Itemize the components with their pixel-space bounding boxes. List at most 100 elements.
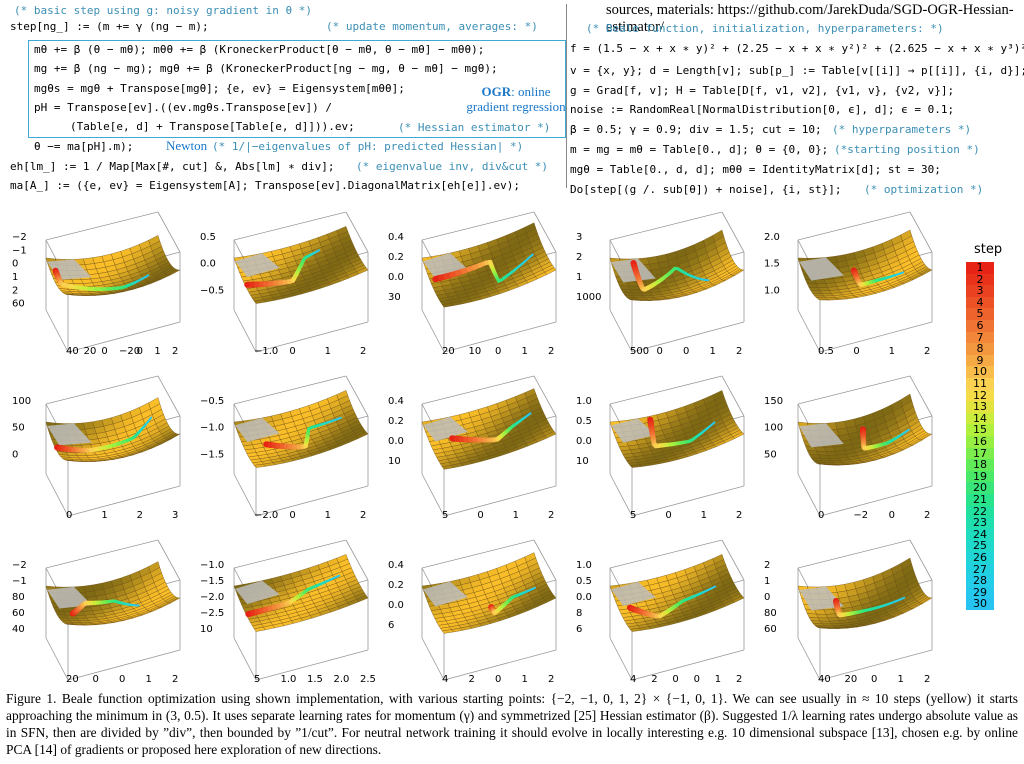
plot-frame <box>443 321 557 353</box>
plot-frame <box>797 375 911 405</box>
axis-tick-label: 0 <box>683 346 689 357</box>
legend-swatch <box>966 273 994 286</box>
path-step <box>531 586 536 590</box>
axis-tick-label: 20 <box>442 346 455 357</box>
code-line-do: Do[step[(g /. sub[θ]) + noise], {i, st}]… <box>570 183 842 196</box>
surface-plot: 3 2 1 1000 500 0 0 1 2 <box>576 211 745 357</box>
plot-frame <box>721 211 745 253</box>
axis-tick-label: 1 <box>715 674 721 685</box>
surface-plot: 0.4 0.2 0.0 6 4 2 0 1 2 <box>388 539 557 685</box>
legend-label: 26 <box>973 551 987 564</box>
legend-swatch <box>966 598 994 611</box>
axis-tick-label: −1 <box>12 245 27 256</box>
axis-tick-label: 100 <box>764 423 783 434</box>
axis-tick-label: 2 <box>548 510 554 521</box>
axis-tick-label: 6 <box>576 624 582 635</box>
axis-tick-label: 5 <box>442 510 448 521</box>
code-line-table: (Table[e, d] + Transpose[Table[e, d]])).… <box>70 120 355 133</box>
axis-tick-label: 1 <box>154 346 160 357</box>
plot-frame <box>909 539 933 581</box>
axis-tick-label: 10 <box>576 456 589 467</box>
legend-label: 16 <box>973 435 987 448</box>
axis-tick-label: 0 <box>672 674 678 685</box>
sources-link[interactable]: sources, materials: https://github.com/J… <box>606 2 1014 35</box>
comment-optimization: (* optimization *) <box>864 183 984 196</box>
surface-plot: 0.4 0.2 0.0 30 20 10 0 1 2 <box>388 211 557 357</box>
legend-label: 2 <box>976 272 984 286</box>
path-step <box>148 416 153 421</box>
legend-swatch <box>966 552 994 564</box>
plot-frame <box>45 375 159 405</box>
axis-tick-label: 2 <box>172 346 178 357</box>
legend-label: 21 <box>973 493 987 506</box>
axis-tick-label: 0.5 <box>818 346 834 357</box>
axis-tick-label: 0 <box>764 592 770 603</box>
plot-frame <box>67 649 181 681</box>
axis-tick-label: 0 <box>477 510 483 521</box>
flat-region <box>47 586 92 609</box>
axis-tick-label: 20 <box>845 674 858 685</box>
axis-tick-label: 1 <box>325 510 331 521</box>
plot-frame <box>609 637 633 681</box>
legend-label: 4 <box>976 295 984 309</box>
axis-tick-label: −1 <box>12 576 27 587</box>
legend-swatch <box>966 412 994 425</box>
legend-swatch <box>966 494 994 506</box>
axis-tick-label: 0.0 <box>576 592 592 603</box>
axis-tick-label: 1 <box>146 674 152 685</box>
axis-tick-label: 1 <box>764 576 770 587</box>
axis-tick-label: 0 <box>694 674 700 685</box>
axis-tick-label: 1 <box>522 346 528 357</box>
plot-frame <box>233 309 257 353</box>
legend-label: 13 <box>973 400 987 414</box>
legend-label: 30 <box>973 597 987 611</box>
axis-tick-label: 1.5 <box>764 259 780 270</box>
plot-frame <box>631 649 745 681</box>
axis-tick-label: 0.5 <box>576 576 592 587</box>
legend-swatch <box>966 517 994 530</box>
axis-tick-label: 0 <box>101 346 107 357</box>
plot-frame <box>45 473 69 517</box>
code-line-mg: mg += β (ng − mg); mgθ += β (KroneckerPr… <box>34 62 498 75</box>
plot-frame <box>797 637 821 681</box>
flat-region <box>235 580 280 605</box>
axis-tick-label: 0.4 <box>388 396 404 407</box>
axis-tick-label: −2 <box>12 232 27 243</box>
axis-tick-label: 0.2 <box>388 252 404 263</box>
axis-tick-label: 1000 <box>576 292 601 303</box>
axis-tick-label: 0 <box>853 346 859 357</box>
axis-tick-label: 2 <box>576 252 582 263</box>
axis-tick-label: 1.0 <box>281 674 297 685</box>
plot-frame <box>255 485 369 517</box>
plot-frame <box>233 211 347 241</box>
axis-tick-label: 0.4 <box>388 232 404 243</box>
axis-tick-label: 0 <box>657 346 663 357</box>
legend-swatch <box>966 459 994 472</box>
legend-label: 8 <box>976 342 984 356</box>
axis-tick-label: −1.0 <box>254 346 278 357</box>
flat-region <box>611 581 656 606</box>
legend-label: 14 <box>973 411 987 425</box>
plot-frame <box>67 321 181 353</box>
legend-swatch <box>966 366 994 379</box>
legend-label: 9 <box>976 353 984 367</box>
plot-frame <box>909 375 933 417</box>
code-line-eh: eh[lm_] := 1 / Map[Max[#, cut] &, Abs[lm… <box>10 160 335 173</box>
legend-swatch <box>966 528 994 541</box>
figure-caption: Figure 1. Beale function optimization us… <box>6 691 1018 757</box>
path-step <box>144 274 150 278</box>
legend-swatch <box>966 343 994 356</box>
comment-hessian-estimator: (* Hessian estimator *) <box>398 121 551 134</box>
surface-quad <box>168 269 181 276</box>
path-step <box>316 249 321 253</box>
surface-plot: 0.5 0.0 −0.5 −1.0 0 1 2 <box>200 211 369 357</box>
axis-tick-label: −1.0 <box>200 423 224 434</box>
plot-frame <box>443 485 557 517</box>
axis-tick-label: 20 <box>66 674 79 685</box>
code-line-mgtheta: mgθ = Table[0., d, d]; mθθ = IdentityMat… <box>570 163 941 176</box>
surface-plot: 1.0 0.5 0.0 8 6 4 2 0 0 1 2 <box>576 539 745 685</box>
axis-tick-label: 2 <box>924 510 930 521</box>
axis-tick-label: 1 <box>101 510 107 521</box>
axis-tick-label: 40 <box>12 624 25 635</box>
